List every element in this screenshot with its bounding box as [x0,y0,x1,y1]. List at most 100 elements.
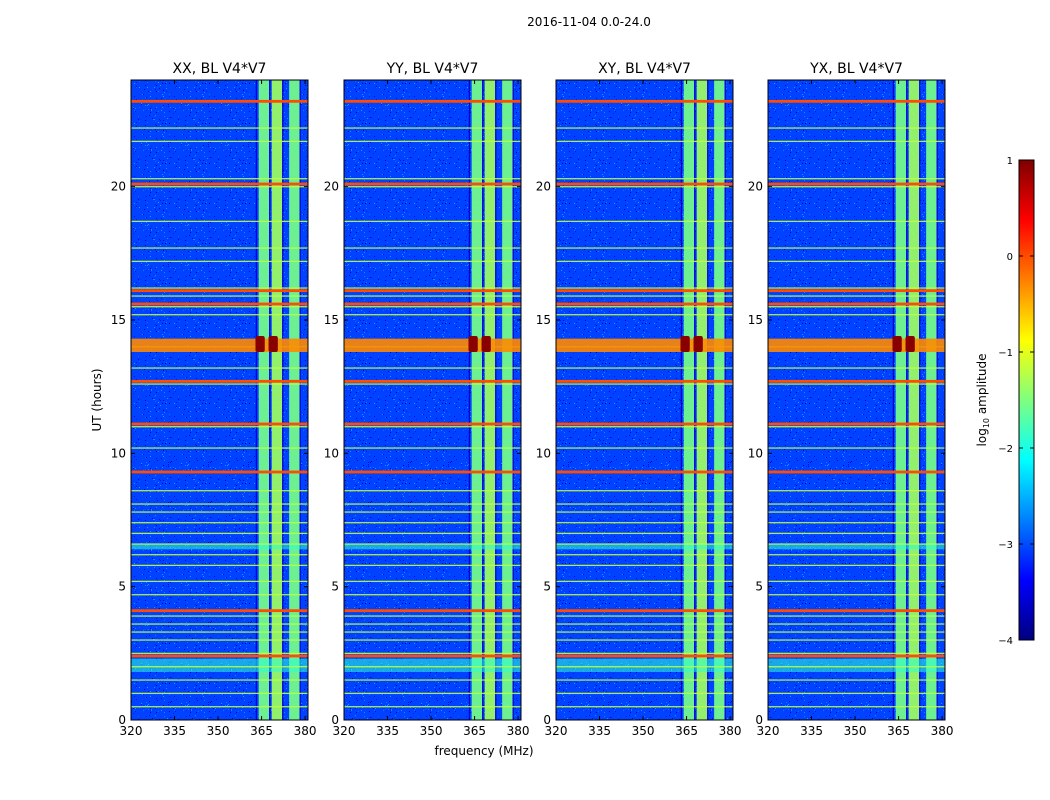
rfi-line-strong [131,422,308,426]
hot-spot [481,336,491,352]
rfi-line [131,639,308,641]
channel-band [908,80,920,720]
rfi-line [131,383,308,385]
rfi-line [556,522,733,524]
rfi-line-strong [556,422,733,426]
channel-gap [468,80,470,720]
channel-gap [299,80,301,720]
rfi-line [768,580,945,583]
panel-title: XY, BL V4*V7 [598,61,691,77]
rfi-line-strong [768,654,945,658]
rfi-line [768,287,945,289]
rfi-line [556,580,733,583]
rfi-line [556,426,733,428]
ut-band [556,658,733,672]
channel-band [502,80,513,720]
y-tick-label: 15 [111,313,126,327]
colorbar-tick-label: 0 [1007,252,1013,263]
channel-gap [482,80,484,720]
rfi-line [556,314,733,316]
rfi-line [344,631,521,633]
rfi-line [344,367,521,369]
rfi-line [344,692,521,695]
rfi-line [344,383,521,385]
channel-gap [495,80,497,720]
rfi-line [768,178,945,180]
rfi-line [556,532,733,535]
axes-frame [767,79,946,721]
rfi-line [131,260,308,263]
rfi-line-strong [344,99,521,103]
rfi-line [768,367,945,369]
rfi-line-strong [768,99,945,103]
rfi-line [768,140,945,143]
hot-spot [892,336,902,352]
rfi-line [556,447,733,449]
rfi-line [768,631,945,633]
hot-spot [268,336,278,352]
panel-title: YY, BL V4*V7 [386,61,479,77]
x-tick-label: 320 [120,724,143,738]
panel-4: YX, BL V4*V7 320 335 350 365 380 0 5 10 15 20 [748,61,954,738]
ut-band [768,544,945,550]
rfi-line [556,706,733,708]
rfi-line [768,532,945,535]
ut-band [131,544,308,550]
heatmap-image [768,80,945,720]
x-tick-label: 380 [507,724,530,738]
rfi-line [556,543,733,545]
colorbar-tick-label: −2 [998,444,1013,455]
colorbar-tick-label: −4 [998,636,1013,647]
rfi-line [556,140,733,143]
channel-gap [694,80,696,720]
rfi-line [556,564,733,567]
y-tick-label: 20 [111,180,126,194]
panel-2: YY, BL V4*V7 320 335 350 365 380 0 5 10 15 20 frequ… [324,61,534,758]
x-tick-label: 365 [463,724,486,738]
rfi-line [344,706,521,708]
y-tick-label: 0 [755,713,763,727]
rfi-line [556,652,733,655]
panel-title: XX, BL V4*V7 [173,61,267,77]
rfi-line [344,652,521,655]
rfi-line [344,127,521,129]
rfi-line [131,220,308,223]
rfi-line-strong [131,379,308,383]
y-tick-label: 5 [118,580,126,594]
rfi-line [768,615,945,617]
x-tick-label: 335 [800,724,823,738]
rfi-line-strong [556,302,733,306]
panel-title: YX, BL V4*V7 [809,61,903,77]
rfi-line [131,447,308,449]
rfi-line [556,260,733,263]
x-tick-label: 365 [675,724,698,738]
rfi-line [556,306,733,308]
rfi-line [344,314,521,316]
hot-spot [905,336,915,352]
y-tick-label: 10 [111,446,126,460]
channel-band [696,80,708,720]
rfi-line [768,652,945,655]
rfi-line [344,220,521,223]
y-tick-label: 5 [755,580,763,594]
x-tick-label: 320 [757,724,780,738]
rfi-line [344,532,521,535]
rfi-line [768,522,945,524]
hot-spot [255,336,265,352]
channel-gap [919,80,921,720]
y-tick-label: 10 [536,446,551,460]
rfi-line [131,554,308,556]
rfi-line-strong [344,379,521,383]
rfi-line [768,594,945,596]
rfi-line [344,639,521,641]
rfi-line [344,140,521,143]
heatmap-image [131,80,308,720]
rfi-line [556,631,733,633]
rfi-line-strong [344,470,521,474]
rfi-line [131,503,308,505]
rfi-line-strong [131,289,308,293]
channel-band [683,80,695,720]
rfi-line [556,615,733,617]
rfi-line-strong [131,182,308,186]
y-tick-label: 0 [331,713,339,727]
